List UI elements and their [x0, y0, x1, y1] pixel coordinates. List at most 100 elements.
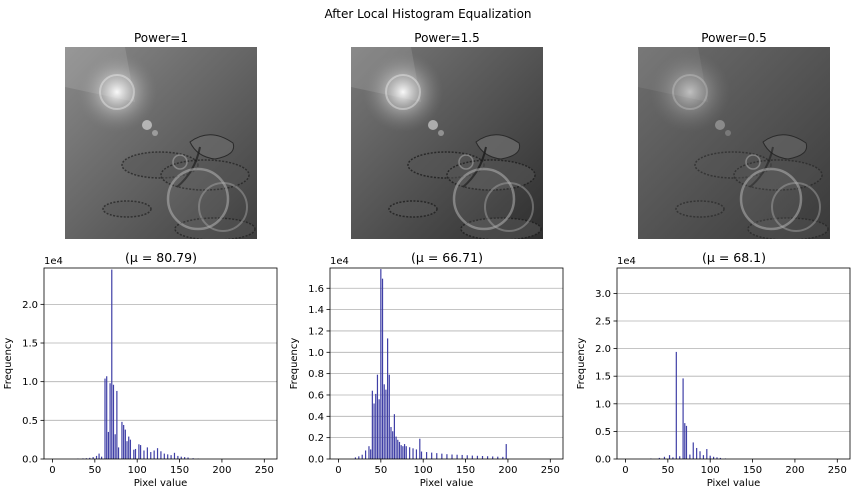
histogram-bar [706, 449, 708, 459]
histogram-bar [124, 429, 126, 459]
histogram-bar [492, 456, 494, 459]
histogram-bar [128, 436, 130, 459]
y-tick-label: 1.5 [22, 339, 38, 350]
histogram-bar [689, 454, 691, 459]
histogram-bar [133, 449, 135, 459]
histogram-bar [709, 455, 711, 459]
histogram-bar [436, 453, 438, 459]
y-axis-label: Frequency [576, 338, 587, 390]
y-tick-label: 0.6 [308, 390, 324, 401]
axes-frame [616, 267, 851, 460]
histogram-bar [716, 457, 718, 459]
histogram-bar [420, 451, 423, 459]
histogram-bar [481, 456, 484, 459]
histogram-bar [395, 436, 397, 459]
x-tick-label: 250 [828, 465, 847, 476]
histogram-bar [121, 421, 123, 459]
histogram-bar [117, 447, 120, 459]
histogram-bar [409, 447, 411, 459]
histogram-bar [663, 456, 666, 459]
histogram-bar [383, 384, 385, 459]
x-tick-label: 0 [49, 465, 55, 476]
histogram-bar [150, 452, 152, 459]
y-tick-label: 2.0 [595, 344, 611, 355]
x-tick-label: 250 [255, 465, 274, 476]
histogram-bar [123, 424, 125, 459]
histogram-bar [461, 454, 463, 459]
histogram-bar [699, 451, 701, 459]
histogram-bar [358, 456, 360, 459]
y-offset-label: 1e4 [330, 256, 349, 267]
histogram-bar [390, 426, 392, 459]
x-tick-label: 50 [88, 465, 101, 476]
histogram-bar [425, 452, 428, 459]
histogram-bar [361, 454, 363, 459]
y-tick-label: 0.4 [308, 412, 324, 423]
histogram-bar [116, 390, 118, 459]
histogram-bar [685, 425, 688, 459]
histogram-bar [398, 441, 401, 459]
equalized-image-power-1-5 [351, 47, 543, 239]
histogram-bar [502, 456, 504, 459]
histogram-bar [153, 450, 155, 459]
histogram-bar [378, 399, 380, 459]
equalized-image-power-0-5 [638, 47, 830, 239]
histogram-bar [92, 457, 94, 459]
histogram-bar [441, 453, 443, 459]
histogram-bar [375, 393, 377, 459]
histogram-power-1-5: (μ = 66.71) 0 50 100 150 200 250 0.0 0.2 0.4 0.6 0… [289, 250, 564, 489]
histogram-bar [392, 431, 394, 459]
y-tick-label: 1.5 [595, 372, 611, 383]
histogram-bar [675, 351, 677, 459]
histogram-bar [106, 376, 108, 459]
histogram-bar [415, 449, 418, 459]
axes-frame [329, 267, 564, 460]
image-panel-power-1: Power=1 [65, 31, 257, 239]
histogram-bar [419, 438, 421, 459]
histogram-bar [167, 454, 169, 459]
y-tick-label: 1.6 [308, 284, 324, 295]
histogram-bar [187, 457, 189, 459]
y-tick-label: 1.2 [308, 326, 324, 337]
histogram-power-1: (μ = 80.79) 0 50 100 150 200 250 0.0 0.5 1.0 1.5 2… [3, 250, 278, 489]
x-tick-label: 200 [785, 465, 804, 476]
x-tick-label: 200 [212, 465, 231, 476]
x-tick-label: 50 [374, 465, 387, 476]
y-axis-label: Frequency [289, 338, 300, 390]
axes-frame [43, 267, 278, 460]
y-tick-label: 2.5 [595, 316, 611, 327]
x-axis-label: Pixel value [707, 478, 761, 489]
histogram-bar [129, 439, 132, 459]
histogram-bar [381, 278, 384, 459]
histogram-bar [380, 269, 382, 459]
y-tick-label: 0.5 [595, 427, 611, 438]
x-tick-label: 100 [128, 465, 147, 476]
histogram-bar [370, 449, 372, 459]
y-tick-label: 1.0 [22, 377, 38, 388]
y-tick-label: 1.0 [308, 348, 324, 359]
x-tick-label: 50 [661, 465, 674, 476]
histogram-bar [180, 456, 182, 459]
histogram-bar [111, 269, 113, 459]
histogram-bar [692, 442, 694, 459]
x-tick-label: 200 [498, 465, 517, 476]
y-tick-label: 0.2 [308, 433, 324, 444]
histogram-title-power-0-5: (μ = 68.1) [702, 250, 766, 265]
histogram-bar [405, 446, 407, 459]
equalized-image-power-1 [65, 47, 257, 239]
histogram-bar [451, 454, 453, 459]
histogram-bar [112, 384, 115, 459]
histogram-bar [393, 414, 395, 459]
histogram-bar [679, 456, 681, 459]
histogram-bar [402, 446, 404, 459]
histogram-bar [126, 441, 128, 459]
y-tick-label: 0.8 [308, 369, 324, 380]
x-axis-label: Pixel value [420, 478, 474, 489]
histogram-bar [702, 455, 705, 459]
histogram-bar [156, 448, 159, 459]
histogram-bar [160, 451, 162, 459]
histogram-bar [368, 446, 370, 459]
histogram-bar [98, 453, 100, 459]
y-tick-label: 0.0 [595, 455, 611, 466]
